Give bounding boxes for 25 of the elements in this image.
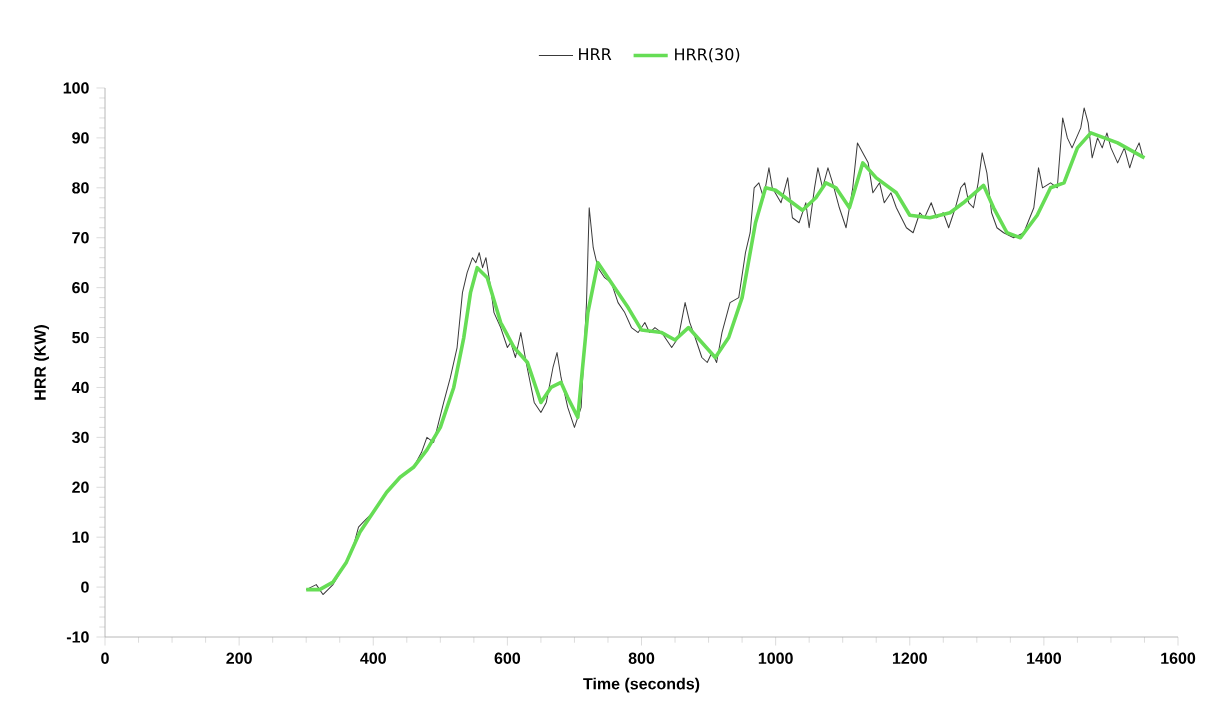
x-tick-label: 1200 [892,652,927,664]
legend-label: HRR(30) [675,47,740,63]
y-tick-label: 80 [72,182,89,194]
y-tick-label: 10 [72,531,89,543]
x-tick-label: 400 [360,652,386,664]
y-tick-label: 60 [72,281,89,294]
y-axis-title: HRR (KW) [34,325,49,400]
y-tick-label: 90 [72,132,89,144]
y-tick-label: -10 [66,631,89,643]
y-tick-label: 20 [72,481,89,493]
x-tick-label: 1600 [1161,652,1196,664]
y-tick-label: 100 [63,82,89,94]
x-tick-label: 0 [101,652,109,664]
x-axis-title: Time (seconds) [583,677,700,693]
y-tick-label: 0 [81,581,89,593]
y-tick-label: 50 [72,331,89,344]
x-tick-label: 200 [226,652,252,664]
x-tick-label: 800 [628,652,655,664]
x-tick-label: 1400 [1027,652,1062,664]
x-tick-label: 600 [494,652,521,664]
y-tick-label: 40 [71,381,89,394]
x-tick-label: 1000 [758,652,793,664]
legend-label: HRR [579,48,612,60]
y-tick-label: 30 [71,431,89,444]
y-tick-label: 70 [72,232,89,244]
